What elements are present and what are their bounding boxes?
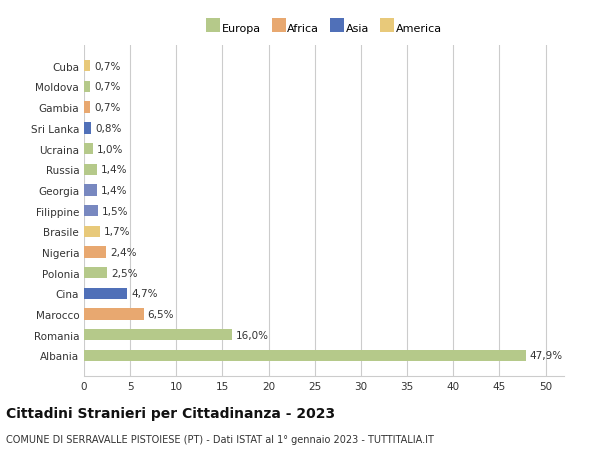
Text: 1,4%: 1,4% bbox=[101, 165, 127, 175]
Bar bbox=[84, 144, 93, 155]
Text: COMUNE DI SERRAVALLE PISTOIESE (PT) - Dati ISTAT al 1° gennaio 2023 - TUTTITALIA: COMUNE DI SERRAVALLE PISTOIESE (PT) - Da… bbox=[6, 434, 434, 444]
Bar bbox=[84, 330, 232, 341]
Text: 1,4%: 1,4% bbox=[101, 185, 127, 196]
Text: 2,5%: 2,5% bbox=[111, 268, 137, 278]
Bar bbox=[84, 288, 127, 299]
Text: 16,0%: 16,0% bbox=[235, 330, 268, 340]
Text: 6,5%: 6,5% bbox=[148, 309, 174, 319]
Text: 47,9%: 47,9% bbox=[530, 351, 563, 361]
Bar bbox=[84, 226, 100, 237]
Bar bbox=[84, 185, 97, 196]
Text: 0,7%: 0,7% bbox=[94, 82, 121, 92]
Text: 2,4%: 2,4% bbox=[110, 247, 136, 257]
Legend: Europa, Africa, Asia, America: Europa, Africa, Asia, America bbox=[206, 23, 442, 34]
Text: 1,7%: 1,7% bbox=[103, 227, 130, 237]
Text: Cittadini Stranieri per Cittadinanza - 2023: Cittadini Stranieri per Cittadinanza - 2… bbox=[6, 406, 335, 420]
Bar bbox=[84, 61, 91, 72]
Bar bbox=[84, 206, 98, 217]
Bar bbox=[84, 247, 106, 258]
Text: 0,7%: 0,7% bbox=[94, 103, 121, 113]
Bar bbox=[84, 82, 91, 93]
Bar bbox=[84, 102, 91, 113]
Bar bbox=[84, 350, 526, 361]
Text: 1,5%: 1,5% bbox=[101, 206, 128, 216]
Text: 0,8%: 0,8% bbox=[95, 123, 121, 134]
Text: 0,7%: 0,7% bbox=[94, 62, 121, 72]
Bar bbox=[84, 309, 144, 320]
Bar bbox=[84, 164, 97, 175]
Text: 4,7%: 4,7% bbox=[131, 289, 158, 299]
Text: 1,0%: 1,0% bbox=[97, 144, 123, 154]
Bar bbox=[84, 268, 107, 279]
Bar bbox=[84, 123, 91, 134]
